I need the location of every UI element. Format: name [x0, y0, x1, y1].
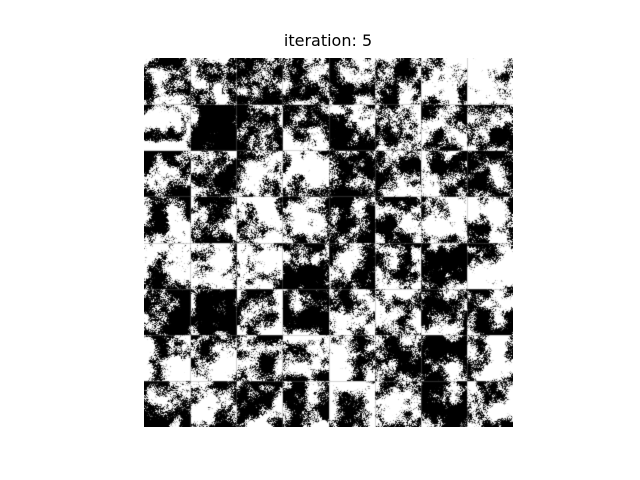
figure-title: iteration: 5 [283, 31, 373, 50]
generated-sample-grid-image [144, 58, 513, 427]
